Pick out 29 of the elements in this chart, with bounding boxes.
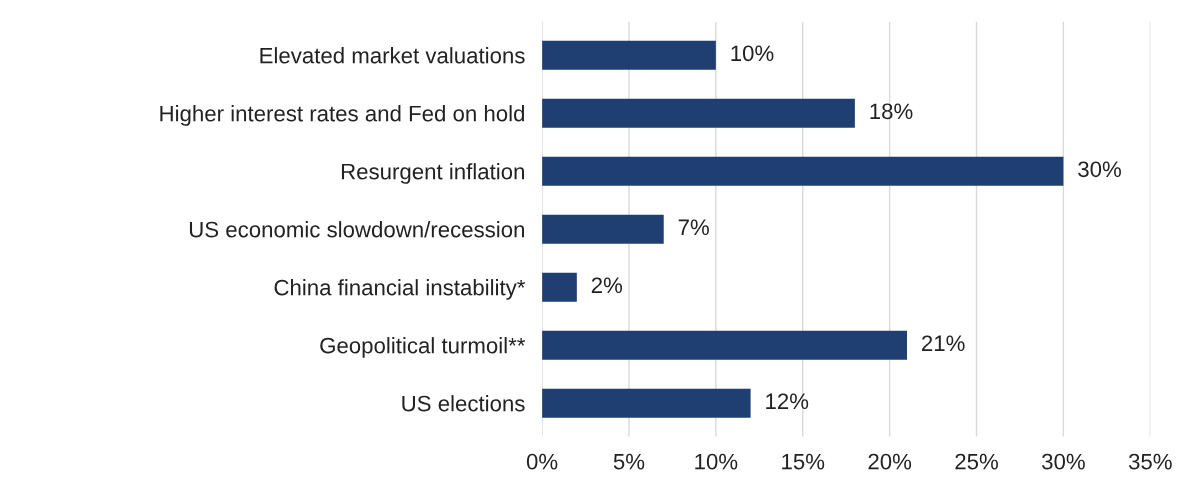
y-tick-label: Geopolitical turmoil** <box>320 337 526 358</box>
data-label: 12% <box>766 393 809 410</box>
bar <box>542 330 908 360</box>
y-tick-label: Elevated market valuations <box>260 47 525 64</box>
bar <box>542 214 664 244</box>
bar <box>542 388 751 418</box>
bar <box>542 272 577 302</box>
data-label: 30% <box>1078 161 1121 178</box>
x-tick-label: 20% <box>868 453 912 470</box>
bar <box>542 156 1064 186</box>
x-tick-label: 10% <box>695 453 738 470</box>
x-tick-label: 5% <box>613 453 645 470</box>
data-label: 2% <box>591 277 623 294</box>
data-label: 18% <box>870 103 913 120</box>
x-tick-label: 25% <box>955 453 998 470</box>
x-tick-label: 35% <box>1128 453 1172 470</box>
x-tick-label: 15% <box>782 453 825 470</box>
x-tick-label: 30% <box>1042 453 1085 470</box>
y-tick-label: US elections <box>402 395 525 412</box>
data-label: 10% <box>731 45 774 62</box>
y-tick-label: US economic slowdown/recession <box>189 221 524 238</box>
data-label: 7% <box>678 219 709 236</box>
y-tick-label: Higher interest rates and Fed on hold <box>160 105 525 126</box>
data-label: 21% <box>922 335 965 352</box>
bar <box>542 98 855 128</box>
y-tick-label: China financial instability* <box>274 279 526 300</box>
y-tick-label: Resurgent inflation <box>341 163 524 184</box>
bar <box>542 40 716 70</box>
x-tick-label: 0% <box>526 453 558 470</box>
